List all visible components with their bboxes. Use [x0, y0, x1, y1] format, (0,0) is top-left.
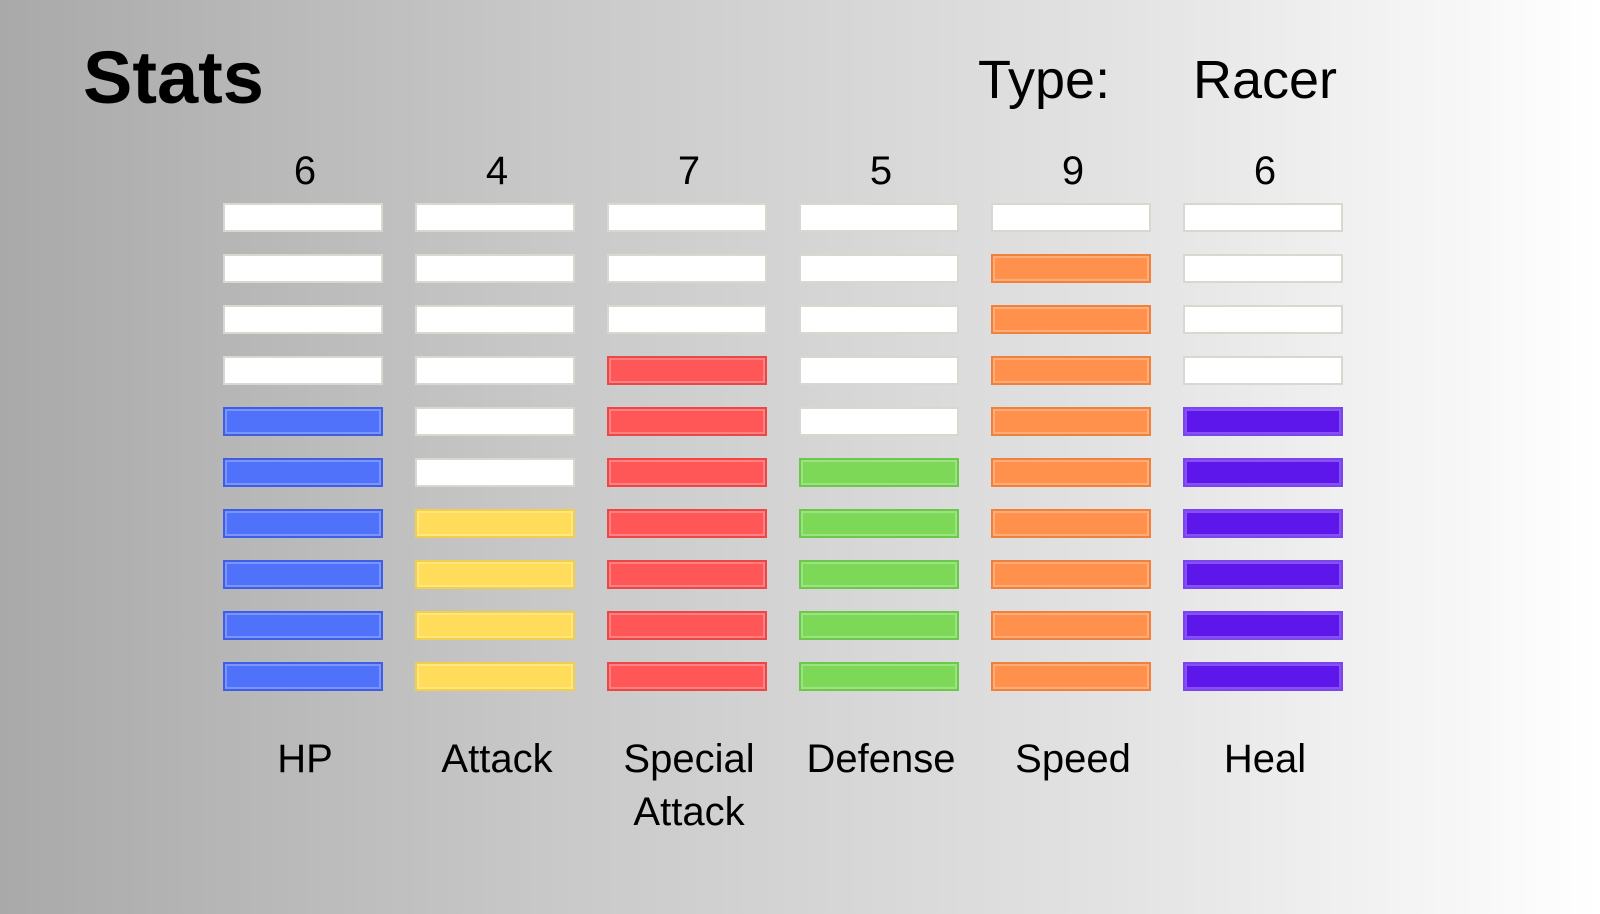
stat-column-speed: 9 Speed [991, 0, 1155, 914]
stat-segment-empty [415, 407, 575, 436]
stat-segment-empty [415, 305, 575, 334]
stat-segment-filled [1183, 458, 1343, 487]
stat-segment-empty [1183, 305, 1343, 334]
stat-segment-filled [223, 458, 383, 487]
stat-segment-empty [799, 356, 959, 385]
stat-segment-filled [415, 662, 575, 691]
stat-segment-filled [1183, 560, 1343, 589]
stat-column-attack: 4 Attack [415, 0, 579, 914]
stat-segment-empty [415, 458, 575, 487]
stat-segment-empty [1183, 254, 1343, 283]
stat-segment-filled [1183, 611, 1343, 640]
stat-segment-empty [1183, 356, 1343, 385]
stat-segment-filled [799, 509, 959, 538]
stat-segment-empty [799, 203, 959, 232]
stat-segment-empty [223, 356, 383, 385]
stat-name: Attack [441, 737, 553, 781]
type-label: Type: [978, 50, 1111, 110]
stat-segment-filled [607, 560, 767, 589]
stat-value: 6 [293, 149, 317, 193]
stat-segment-filled [415, 611, 575, 640]
stat-segment-filled [991, 305, 1151, 334]
stat-value: 9 [1061, 149, 1085, 193]
stat-segment-empty [799, 305, 959, 334]
stat-segment-filled [991, 407, 1151, 436]
stat-name: Speed [1015, 737, 1131, 781]
stat-segment-filled [415, 560, 575, 589]
stat-column-heal: 6 Heal [1183, 0, 1347, 914]
stat-value: 6 [1253, 149, 1277, 193]
stat-segment-filled [799, 560, 959, 589]
stat-name: Heal [1223, 737, 1307, 781]
stat-value: 7 [677, 149, 701, 193]
stat-segment-filled [991, 458, 1151, 487]
stat-name: Defense [806, 737, 956, 781]
stat-segment-filled [223, 509, 383, 538]
stat-segment-empty [223, 254, 383, 283]
stat-segment-empty [799, 407, 959, 436]
stat-segment-filled [991, 254, 1151, 283]
stat-name: Special Attack [623, 737, 755, 834]
stat-column-special-attack: 7 Special Attack [607, 0, 771, 914]
stat-segment-filled [991, 611, 1151, 640]
stat-segment-filled [223, 611, 383, 640]
stat-segment-filled [991, 356, 1151, 385]
stat-segment-filled [223, 560, 383, 589]
stat-segment-filled [1183, 407, 1343, 436]
stat-segment-filled [415, 509, 575, 538]
stat-segment-filled [607, 356, 767, 385]
stat-segment-filled [799, 458, 959, 487]
stat-segment-empty [1183, 203, 1343, 232]
stat-segment-filled [991, 560, 1151, 589]
stat-segment-filled [607, 611, 767, 640]
stat-segment-filled [991, 662, 1151, 691]
stat-segment-filled [991, 509, 1151, 538]
stat-segment-filled [607, 407, 767, 436]
stat-name: HP [277, 737, 333, 781]
stat-segment-empty [415, 254, 575, 283]
stat-segment-empty [607, 305, 767, 334]
stat-segment-empty [223, 203, 383, 232]
stat-column-defense: 5 Defense [799, 0, 963, 914]
stat-segment-empty [223, 305, 383, 334]
stat-segment-filled [799, 662, 959, 691]
stat-value: 4 [485, 149, 509, 193]
stat-segment-empty [799, 254, 959, 283]
stat-segment-filled [223, 662, 383, 691]
stat-segment-filled [607, 662, 767, 691]
stat-segment-empty [607, 254, 767, 283]
stat-segment-filled [1183, 662, 1343, 691]
stat-value: 5 [869, 149, 893, 193]
stat-column-hp: 6 HP [223, 0, 387, 914]
stat-segment-filled [1183, 509, 1343, 538]
stats-title: Stats [83, 36, 264, 119]
stat-segment-filled [607, 509, 767, 538]
stat-segment-empty [415, 203, 575, 232]
stat-segment-filled [607, 458, 767, 487]
stat-segment-filled [799, 611, 959, 640]
stat-segment-empty [607, 203, 767, 232]
stat-segment-filled [223, 407, 383, 436]
type-value: Racer [1193, 50, 1338, 110]
stat-segment-empty [991, 203, 1151, 232]
stat-segment-empty [415, 356, 575, 385]
